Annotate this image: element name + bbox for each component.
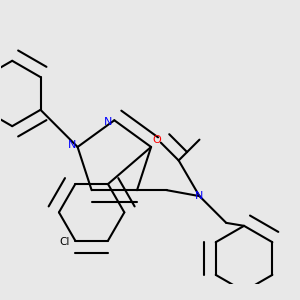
- Text: Cl: Cl: [60, 237, 70, 247]
- Text: N: N: [104, 117, 112, 127]
- Text: N: N: [68, 140, 76, 151]
- Text: O: O: [152, 135, 161, 145]
- Text: N: N: [195, 191, 204, 201]
